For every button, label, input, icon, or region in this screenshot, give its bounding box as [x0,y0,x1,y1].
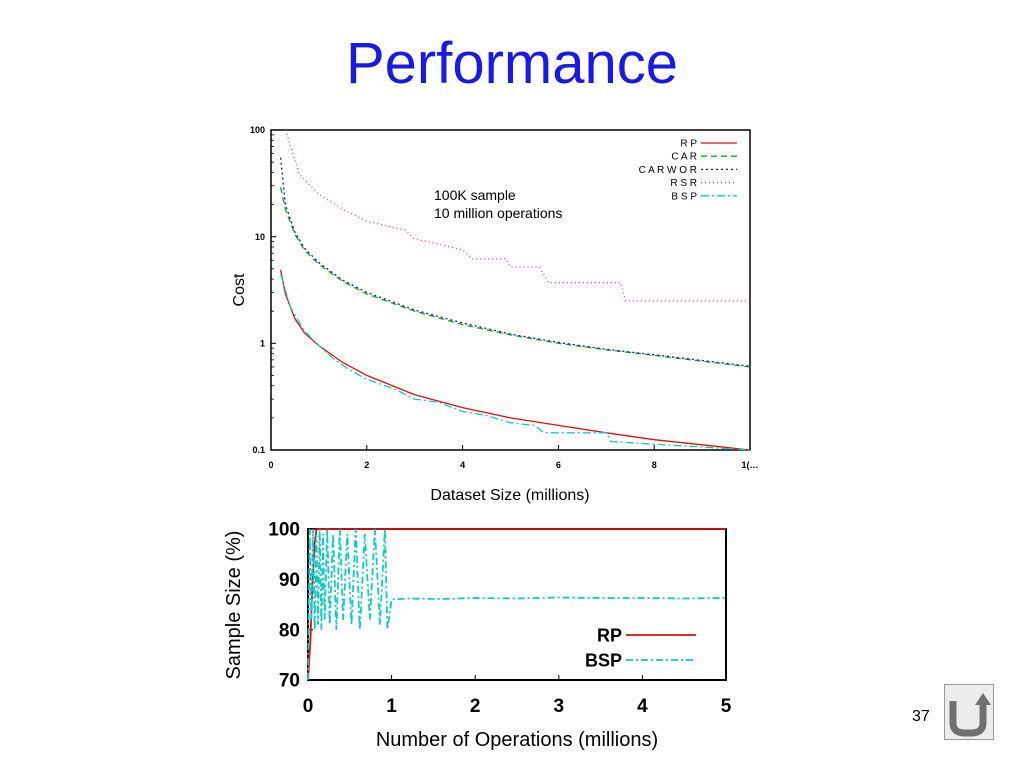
sample-x-tick-label: 3 [554,696,565,717]
cost-x-tick-label: 6 [556,460,561,470]
cost-annotation-line-2: 10 million operations [434,205,562,221]
sample-frame [307,528,727,681]
sample-x-tick-label: 1 [386,696,397,717]
cost-x-axis-label: Dataset Size (millions) [430,487,589,504]
cost-legend-label: C A R W O R [639,165,697,176]
sample-y-axis-label: Sample Size (%) [223,531,245,680]
sample-y-tick-label: 90 [279,570,300,591]
cost-series-line-3 [284,129,750,302]
sample-y-tick-label: 80 [279,620,300,641]
sample-x-tick-label: 0 [303,696,314,717]
cost-series-line-1 [279,187,751,368]
cost-x-tick-label: 8 [652,460,657,470]
cost-plot-area: 0 2 4 6 8 1(… 0.1 1 10 100 R P C A R C A R W O R R S … [250,125,759,470]
cost-legend-label: B S P [671,191,697,202]
sample-y-tick-label: 100 [268,520,300,541]
cost-legend-label: R S R [670,178,697,189]
sample-series-line-0 [307,528,726,681]
return-u-arrow-icon [949,693,991,737]
cost-y-axis-label: Cost [231,273,248,306]
sample-x-tick-label: 5 [721,696,732,717]
cost-legend-label: R P [680,139,697,150]
cost-y-tick-label: 100 [250,125,265,135]
sample-y-tick-label: 70 [279,671,300,692]
cost-x-tick-label: 1(… [741,460,758,470]
sample-legend-label: BSP [585,650,622,670]
sample-x-tick-label: 2 [470,696,481,717]
cost-y-tick-label: 1 [260,338,265,348]
cost-y-tick-label: 10 [255,232,265,242]
cost-series-line-4 [279,273,751,451]
sample-series-line-1 [307,528,727,681]
cost-x-tick-label: 0 [268,460,273,470]
cost-x-tick-label: 2 [364,460,369,470]
slide-number: 37 [912,708,930,725]
sample-x-tick-label: 4 [637,696,648,717]
cost-y-tick-label: 0.1 [252,445,265,455]
cost-legend-label: C A R [671,152,697,163]
slide-title: Performance [345,31,679,96]
sample-legend-label: RP [597,625,622,645]
cost-series-line-2 [279,157,751,367]
cost-annotation-line-1: 100K sample [434,187,516,203]
return-button[interactable] [944,684,994,740]
cost-series-line-0 [279,269,751,451]
cost-x-tick-label: 4 [460,460,465,470]
cost-frame [270,129,751,451]
sample-size-plot-area: 0 1 2 3 4 5 70 80 90 100 RP BSP [268,520,731,717]
sample-x-axis-label: Number of Operations (millions) [376,729,658,751]
